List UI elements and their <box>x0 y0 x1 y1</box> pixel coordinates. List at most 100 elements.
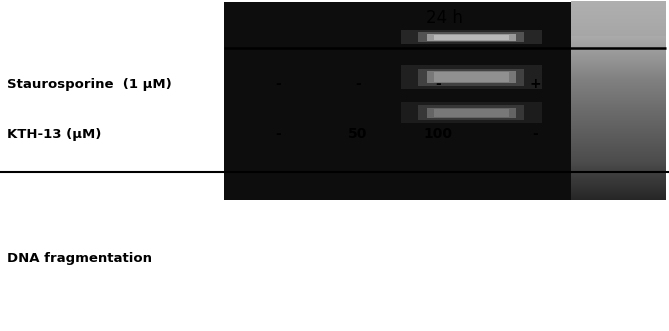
Bar <box>571 21 666 23</box>
Bar <box>571 14 666 16</box>
Bar <box>571 130 666 131</box>
Bar <box>571 57 666 58</box>
Bar <box>571 27 666 28</box>
Bar <box>571 120 666 121</box>
Bar <box>571 93 666 94</box>
Bar <box>571 80 666 81</box>
Bar <box>571 89 666 90</box>
Bar <box>571 87 666 88</box>
Bar <box>571 139 666 140</box>
Bar <box>571 86 666 87</box>
Bar <box>571 140 666 142</box>
Bar <box>571 81 666 82</box>
Bar <box>571 123 666 124</box>
Bar <box>571 163 666 164</box>
Text: -: - <box>355 77 361 91</box>
Text: -: - <box>436 77 441 91</box>
Bar <box>571 32 666 33</box>
Bar <box>571 39 666 40</box>
Bar <box>571 70 666 71</box>
Bar <box>571 161 666 162</box>
Bar <box>571 179 666 180</box>
Bar <box>427 34 516 41</box>
Bar <box>571 113 666 114</box>
Bar <box>571 136 666 137</box>
Bar <box>571 132 666 133</box>
Bar <box>224 2 666 200</box>
Text: -: - <box>533 127 538 141</box>
Bar <box>571 182 666 183</box>
Bar <box>571 51 666 52</box>
Bar <box>571 152 666 153</box>
Bar <box>571 75 666 76</box>
Bar <box>571 107 666 108</box>
Bar <box>571 74 666 75</box>
Bar <box>401 30 542 44</box>
Bar <box>571 5 666 7</box>
Bar <box>571 183 666 184</box>
Bar <box>571 96 666 97</box>
Bar <box>571 187 666 188</box>
Bar <box>571 29 666 30</box>
Bar <box>571 153 666 154</box>
Bar <box>571 99 666 100</box>
Bar <box>571 64 666 65</box>
Bar <box>571 12 666 14</box>
Bar <box>571 118 666 119</box>
Bar <box>571 11 666 13</box>
Bar <box>571 142 666 144</box>
Bar <box>571 62 666 63</box>
Bar <box>571 127 666 128</box>
Bar <box>571 50 666 51</box>
Bar <box>571 176 666 177</box>
Bar <box>571 85 666 86</box>
Bar <box>571 67 666 68</box>
Bar <box>571 117 666 118</box>
Bar <box>571 95 666 96</box>
Bar <box>571 129 666 130</box>
Bar <box>571 16 666 18</box>
Bar <box>571 132 666 134</box>
Bar <box>571 119 666 120</box>
Bar <box>571 49 666 50</box>
Bar <box>571 177 666 178</box>
Bar <box>571 116 666 117</box>
Bar <box>571 77 666 78</box>
Bar <box>571 40 666 41</box>
Bar <box>571 54 666 55</box>
Bar <box>571 28 666 29</box>
Bar <box>571 126 666 127</box>
Bar <box>571 53 666 54</box>
Bar <box>571 136 666 138</box>
Text: +: + <box>529 77 541 91</box>
Bar <box>571 110 666 111</box>
Bar <box>571 2 666 3</box>
Bar <box>571 162 666 163</box>
Bar <box>571 172 666 173</box>
Bar <box>571 7 666 9</box>
Bar <box>571 190 666 191</box>
Bar <box>571 173 666 174</box>
Bar <box>571 180 666 181</box>
Bar <box>571 61 666 62</box>
Bar <box>571 97 666 98</box>
Bar <box>571 71 666 72</box>
Bar <box>571 45 666 46</box>
Bar <box>418 32 524 42</box>
Bar <box>571 48 666 49</box>
Bar <box>571 168 666 169</box>
Bar <box>571 158 666 159</box>
Bar <box>571 4 666 5</box>
Bar <box>571 90 666 91</box>
Bar <box>571 37 666 38</box>
Bar <box>571 148 666 149</box>
Bar <box>571 73 666 74</box>
Bar <box>571 82 666 83</box>
Bar <box>571 52 666 53</box>
Bar <box>571 38 666 39</box>
Bar <box>571 112 666 113</box>
Bar <box>571 188 666 189</box>
Bar <box>571 185 666 186</box>
Bar <box>571 167 666 168</box>
Bar <box>571 8 666 10</box>
